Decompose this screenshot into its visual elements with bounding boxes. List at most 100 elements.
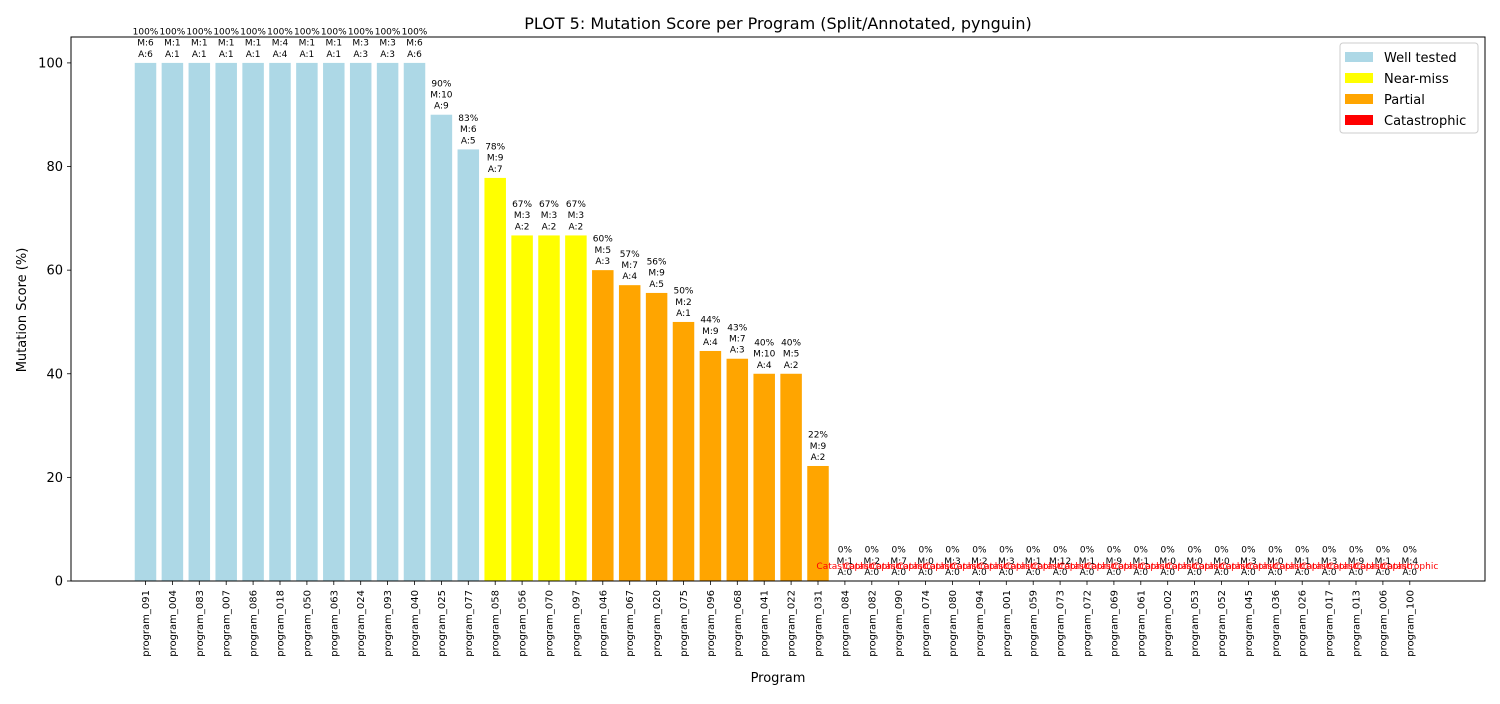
bar-label-program_084-line2: M:1 — [837, 557, 854, 567]
bar-label-program_046-line2: M:5 — [595, 246, 612, 256]
bar-label-program_053-line1: 0% — [1187, 546, 1202, 556]
bar-label-program_020-line1: 56% — [647, 258, 667, 268]
catastrophic-label-program_074: Catastrophic — [897, 562, 954, 572]
bar-label-program_045-line2: M:3 — [1240, 557, 1257, 567]
bar-label-program_083-line2: M:1 — [191, 39, 208, 49]
bar-label-program_031-line3: A:2 — [811, 453, 826, 463]
bar-label-program_020-line2: M:9 — [648, 269, 665, 279]
bar-label-program_074-line1: 0% — [918, 546, 933, 556]
bar-label-program_077-line1: 83% — [458, 114, 478, 124]
x-tick-label-program_100: program_100 — [1405, 590, 1416, 657]
bar-label-program_094-line1: 0% — [972, 546, 987, 556]
bar-program_083 — [188, 62, 211, 581]
bar-program_067 — [618, 285, 641, 581]
x-tick-label-program_045: program_045 — [1244, 590, 1255, 657]
bar-label-program_077-line3: A:5 — [461, 136, 476, 146]
bar-label-program_013-line1: 0% — [1349, 546, 1364, 556]
x-tick-label-program_070: program_070 — [545, 590, 556, 657]
bar-label-program_046-line1: 60% — [593, 235, 613, 245]
bar-label-program_053-line3: A:0 — [1187, 568, 1202, 578]
catastrophic-label-program_090: Catastrophic — [870, 562, 927, 572]
bar-label-program_059-line2: M:1 — [1025, 557, 1042, 567]
bar-label-program_024-line2: M:3 — [352, 39, 369, 49]
bar-program_096 — [699, 350, 722, 581]
bar-label-program_075-line2: M:2 — [675, 298, 692, 308]
bar-label-program_100-line3: A:0 — [1402, 568, 1417, 578]
bar-label-program_080-line1: 0% — [945, 546, 960, 556]
x-tick-label-program_002: program_002 — [1163, 590, 1174, 657]
bar-label-program_068-line2: M:7 — [729, 335, 746, 345]
bar-label-program_017-line3: A:0 — [1322, 568, 1337, 578]
bar-label-program_082-line1: 0% — [865, 546, 880, 556]
bar-label-program_022-line3: A:2 — [784, 361, 799, 371]
bar-label-program_036-line2: M:0 — [1267, 557, 1284, 567]
bar-program_093 — [376, 62, 399, 581]
bar-label-program_086-line1: 100% — [240, 28, 266, 38]
bar-label-program_052-line2: M:0 — [1213, 557, 1230, 567]
catastrophic-label-program_084: Catastrophic — [816, 562, 873, 572]
bar-label-program_075-line3: A:1 — [676, 309, 691, 319]
x-tick-label-program_036: program_036 — [1271, 590, 1282, 657]
bar-label-program_082-line3: A:0 — [864, 568, 879, 578]
bar-label-program_061-line3: A:0 — [1133, 568, 1148, 578]
bar-label-program_040-line3: A:6 — [407, 50, 422, 60]
bar-label-program_074-line3: A:0 — [918, 568, 933, 578]
bar-label-program_024-line1: 100% — [348, 28, 374, 38]
bar-label-program_084-line3: A:0 — [838, 568, 853, 578]
bar-label-program_061-line1: 0% — [1134, 546, 1149, 556]
x-tick-label-program_094: program_094 — [975, 590, 986, 657]
bar-label-program_100-line1: 0% — [1403, 546, 1418, 556]
legend-swatch-near-miss — [1345, 73, 1373, 83]
bar-program_050 — [296, 62, 318, 581]
x-tick-label-program_041: program_041 — [760, 590, 771, 657]
bar-label-program_018-line2: M:4 — [272, 39, 289, 49]
bar-label-program_059-line1: 0% — [1026, 546, 1041, 556]
y-tick-label-20: 20 — [46, 471, 63, 486]
bar-program_077 — [457, 149, 480, 581]
catastrophic-label-program_013: Catastrophic — [1328, 562, 1385, 572]
y-axis-label: Mutation Score (%) — [15, 248, 30, 373]
bar-label-program_052-line3: A:0 — [1214, 568, 1229, 578]
plot-frame — [70, 36, 1486, 582]
bar-label-program_007-line2: M:1 — [218, 39, 235, 49]
y-tick-label-60: 60 — [46, 264, 63, 279]
x-tick-label-program_097: program_097 — [571, 590, 582, 657]
bar-label-program_041-line2: M:10 — [753, 350, 776, 360]
bar-label-program_093-line1: 100% — [375, 28, 401, 38]
bar-label-program_093-line3: A:3 — [380, 50, 395, 60]
bar-label-program_090-line2: M:7 — [890, 557, 907, 567]
bar-label-program_096-line3: A:4 — [703, 338, 718, 348]
x-tick-label-program_025: program_025 — [437, 590, 448, 657]
legend: Well tested Near-miss Partial Catastrophic — [1339, 42, 1479, 134]
bar-label-program_045-line1: 0% — [1241, 546, 1256, 556]
bar-label-program_091-line1: 100% — [133, 28, 159, 38]
bar-label-program_056-line2: M:3 — [514, 211, 531, 221]
bar-label-program_058-line1: 78% — [485, 143, 505, 153]
bar-label-program_036-line3: A:0 — [1268, 568, 1283, 578]
bar-label-program_072-line3: A:0 — [1080, 568, 1095, 578]
bar-label-program_050-line1: 100% — [294, 28, 320, 38]
bar-label-program_007-line1: 100% — [213, 28, 239, 38]
bar-label-program_080-line3: A:0 — [945, 568, 960, 578]
bar-label-program_094-line3: A:0 — [972, 568, 987, 578]
bar-label-program_026-line3: A:0 — [1295, 568, 1310, 578]
catastrophic-label-program_094: Catastrophic — [951, 562, 1008, 572]
x-tick-label-program_031: program_031 — [814, 590, 825, 657]
bar-label-program_056-line3: A:2 — [515, 222, 530, 232]
x-tick-label-program_061: program_061 — [1136, 590, 1147, 657]
catastrophic-label-program_006: Catastrophic — [1354, 562, 1411, 572]
bar-label-program_073-line3: A:0 — [1053, 568, 1068, 578]
bar-label-program_025-line1: 90% — [431, 79, 451, 89]
bar-program_046 — [592, 270, 614, 581]
bar-label-program_090-line1: 0% — [892, 546, 907, 556]
bar-label-program_072-line2: M:1 — [1079, 557, 1096, 567]
catastrophic-label-program_002: Catastrophic — [1139, 562, 1196, 572]
bar-label-program_024-line3: A:3 — [353, 50, 368, 60]
x-tick-label-program_050: program_050 — [302, 590, 313, 657]
bar-label-program_045-line3: A:0 — [1241, 568, 1256, 578]
bar-label-program_040-line1: 100% — [402, 28, 428, 38]
bar-label-program_097-line3: A:2 — [569, 222, 584, 232]
bar-program_018 — [269, 62, 291, 581]
bar-label-program_069-line3: A:0 — [1107, 568, 1122, 578]
bar-label-program_018-line3: A:4 — [273, 50, 288, 60]
